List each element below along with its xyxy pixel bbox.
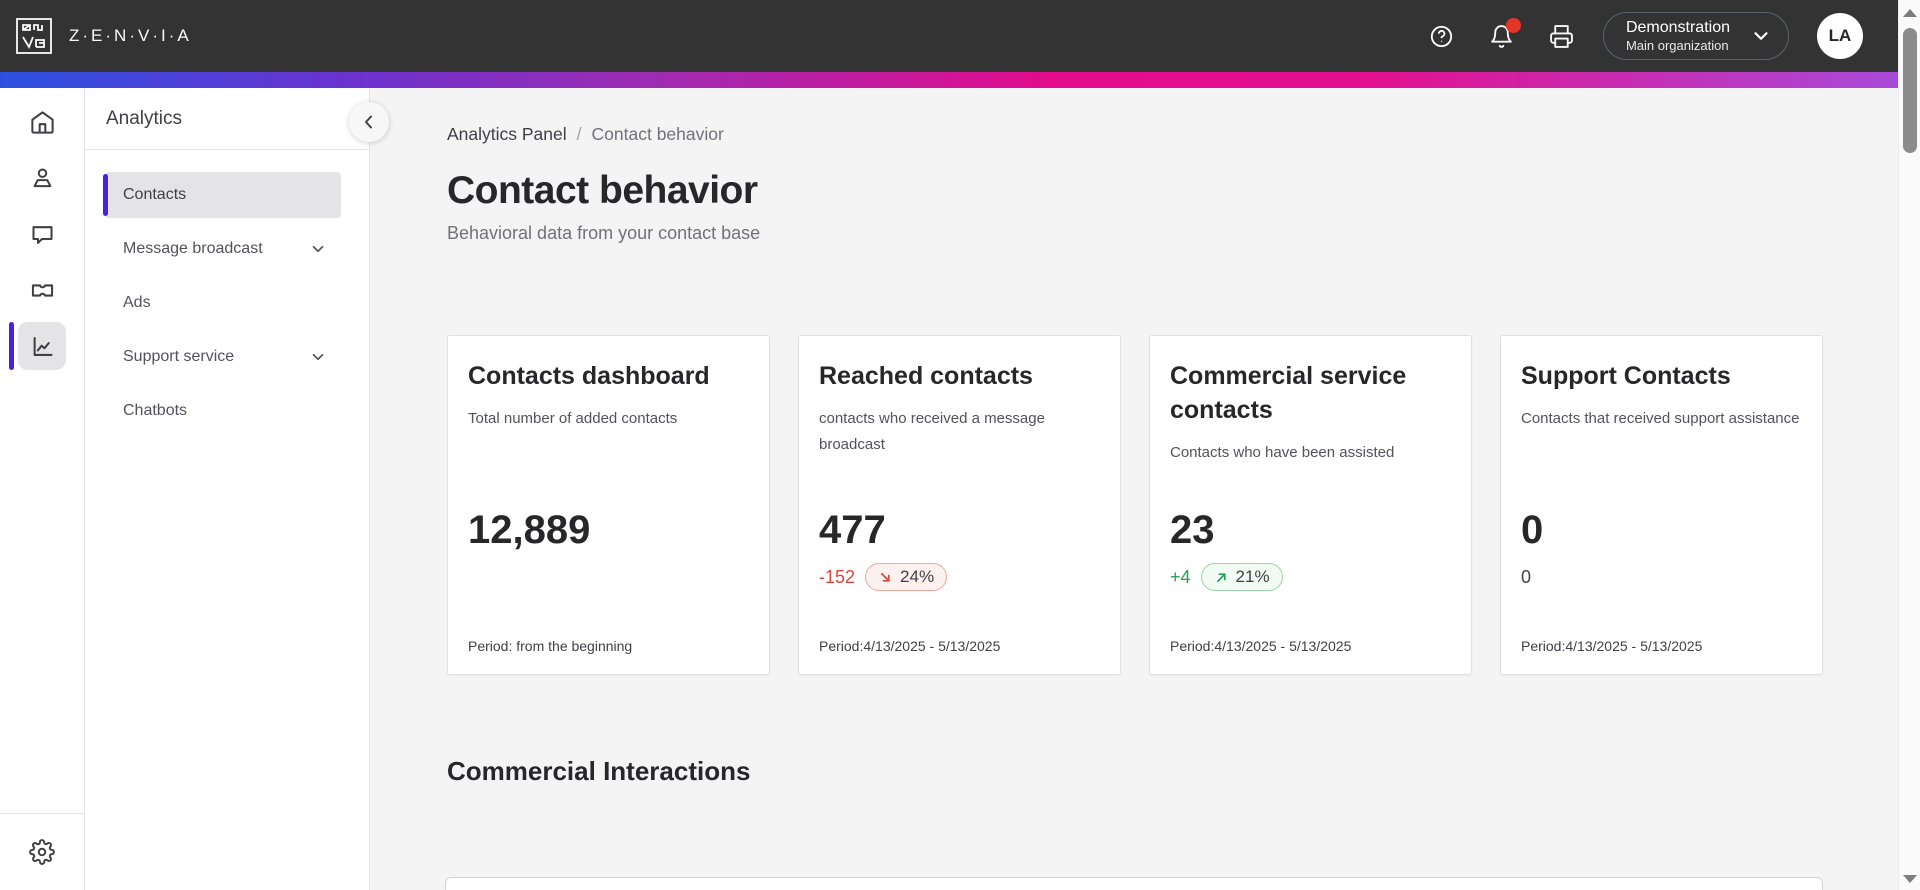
menu-item-ads[interactable]: Ads <box>105 280 341 326</box>
brand: Z·E·N·V·I·A <box>14 16 192 56</box>
top-bar: Z·E·N·V·I·A <box>0 0 1920 72</box>
card-description: Contacts who have been assisted <box>1170 443 1395 461</box>
card-value: 23 <box>1170 508 1215 552</box>
panel-title: Analytics <box>106 107 183 129</box>
chevron-down-icon <box>309 348 327 366</box>
card-commercial-service-contacts: Commercial service contacts Contacts who… <box>1149 335 1472 675</box>
percent-value: 21% <box>1235 567 1270 586</box>
card-value: 477 <box>819 508 886 552</box>
card-period: Period:4/13/2025 - 5/13/2025 <box>1521 638 1703 654</box>
brand-wordmark: Z·E·N·V·I·A <box>69 26 192 45</box>
menu-item-label: Chatbots <box>123 402 188 419</box>
card-support-contacts: Support Contacts Contacts that received … <box>1500 335 1823 675</box>
card-value: 0 <box>1521 508 1544 552</box>
zenvia-logo-icon <box>16 18 52 54</box>
menu-item-contacts[interactable]: Contacts <box>103 172 341 218</box>
card-delta-row: +4 21% <box>1170 562 1283 592</box>
notification-dot <box>1505 18 1521 33</box>
scroll-up-arrow[interactable] <box>1903 9 1917 17</box>
accent-gradient-bar <box>0 72 1920 88</box>
nav-rail <box>0 88 85 890</box>
breadcrumb-parent-link[interactable]: Analytics Panel <box>447 124 567 144</box>
nav-rail-item-tickets[interactable] <box>0 266 85 314</box>
settings-button[interactable] <box>29 839 55 865</box>
percent-badge: 21% <box>1200 563 1283 591</box>
trend-down-icon <box>880 572 890 582</box>
org-name: Demonstration <box>1625 18 1730 36</box>
org-type: Main organization <box>1625 37 1729 53</box>
menu-item-label: Support service <box>123 348 235 365</box>
card-period: Period:4/13/2025 - 5/13/2025 <box>1170 638 1352 654</box>
user-avatar[interactable]: LA <box>1817 13 1863 59</box>
card-title: Commercial service contacts <box>1170 362 1407 424</box>
analytics-chart-icon <box>33 336 53 356</box>
card-value: 12,889 <box>468 508 591 552</box>
gear-icon <box>29 839 55 865</box>
scroll-down-arrow[interactable] <box>1903 875 1917 883</box>
kpi-cards-row: Contacts dashboard Total number of added… <box>447 335 1823 675</box>
card-title: Contacts dashboard <box>468 362 710 390</box>
chevron-down-icon <box>1754 32 1768 40</box>
menu-item-support-service[interactable]: Support service <box>105 334 341 380</box>
menu-item-label: Message broadcast <box>123 240 263 257</box>
card-period: Period:4/13/2025 - 5/13/2025 <box>819 638 1001 654</box>
nav-rail-bottom <box>0 813 84 890</box>
percent-badge: 24% <box>865 563 948 591</box>
printer-icon <box>1550 24 1574 48</box>
chat-bubble-icon <box>31 225 53 244</box>
chevron-left-icon <box>365 115 372 129</box>
help-icon <box>1431 25 1453 47</box>
help-button[interactable] <box>1429 23 1455 49</box>
org-switcher[interactable]: Demonstration Main organization <box>1602 12 1789 60</box>
analytics-panel: Analytics Contacts Message broadcast Ads… <box>85 88 389 890</box>
main-content: Analytics Panel / Contact behavior Conta… <box>371 88 1898 890</box>
breadcrumb-current: Contact behavior <box>591 124 724 144</box>
delta-value: +4 <box>1170 566 1191 587</box>
breadcrumb-separator: / <box>576 124 582 144</box>
card-delta-row: 0 <box>1521 562 1531 592</box>
page-title: Contact behavior <box>447 169 758 212</box>
person-icon <box>33 167 51 187</box>
card-description: contacts who received a message broadcas… <box>819 409 1045 453</box>
menu-item-chatbots[interactable]: Chatbots <box>105 388 341 434</box>
nav-rail-item-conversations[interactable] <box>0 210 85 258</box>
avatar-initials: LA <box>1828 26 1852 45</box>
bell-icon <box>1491 24 1513 48</box>
card-description: Contacts that received support assistanc… <box>1521 409 1800 427</box>
breadcrumb: Analytics Panel / Contact behavior <box>447 124 1898 145</box>
panel-header: Analytics <box>85 88 369 150</box>
header-icon-group <box>1429 18 1575 49</box>
card-contacts-dashboard: Contacts dashboard Total number of added… <box>447 335 770 675</box>
delta-value: -152 <box>819 566 856 587</box>
section-title-commercial-interactions: Commercial Interactions <box>447 756 751 786</box>
percent-value: 24% <box>900 567 935 586</box>
card-delta-row: -152 24% <box>819 562 948 592</box>
collapse-panel-button[interactable] <box>349 102 389 142</box>
nav-rail-item-home[interactable] <box>0 98 85 146</box>
page-subtitle: Behavioral data from your contact base <box>447 223 761 243</box>
ticket-icon <box>31 283 53 297</box>
menu-item-label: Ads <box>123 294 151 311</box>
page-scrollbar[interactable] <box>1898 0 1920 890</box>
nav-rail-item-analytics[interactable] <box>0 322 85 370</box>
home-icon <box>30 110 54 134</box>
print-button[interactable] <box>1549 23 1575 49</box>
panel-menu: Contacts Message broadcast Ads Support s… <box>85 150 369 434</box>
delta-value: 0 <box>1521 566 1532 587</box>
menu-item-label: Contacts <box>123 186 187 203</box>
card-period: Period: from the beginning <box>468 638 633 654</box>
card-title: Reached contacts <box>819 362 1033 390</box>
menu-item-message-broadcast[interactable]: Message broadcast <box>105 226 341 272</box>
card-title: Support Contacts <box>1521 362 1731 390</box>
chevron-down-icon <box>309 240 327 258</box>
trend-up-icon <box>1216 572 1226 582</box>
nav-rail-item-contacts[interactable] <box>0 154 85 202</box>
commercial-interactions-card <box>445 877 1823 890</box>
header-controls: Demonstration Main organization LA <box>1429 12 1863 60</box>
card-description: Total number of added contacts <box>468 409 678 427</box>
org-switcher-labels: Demonstration Main organization <box>1626 18 1730 54</box>
notifications-button[interactable] <box>1489 18 1521 49</box>
card-reached-contacts: Reached contacts contacts who received a… <box>798 335 1121 675</box>
scrollbar-thumb[interactable] <box>1903 28 1917 153</box>
